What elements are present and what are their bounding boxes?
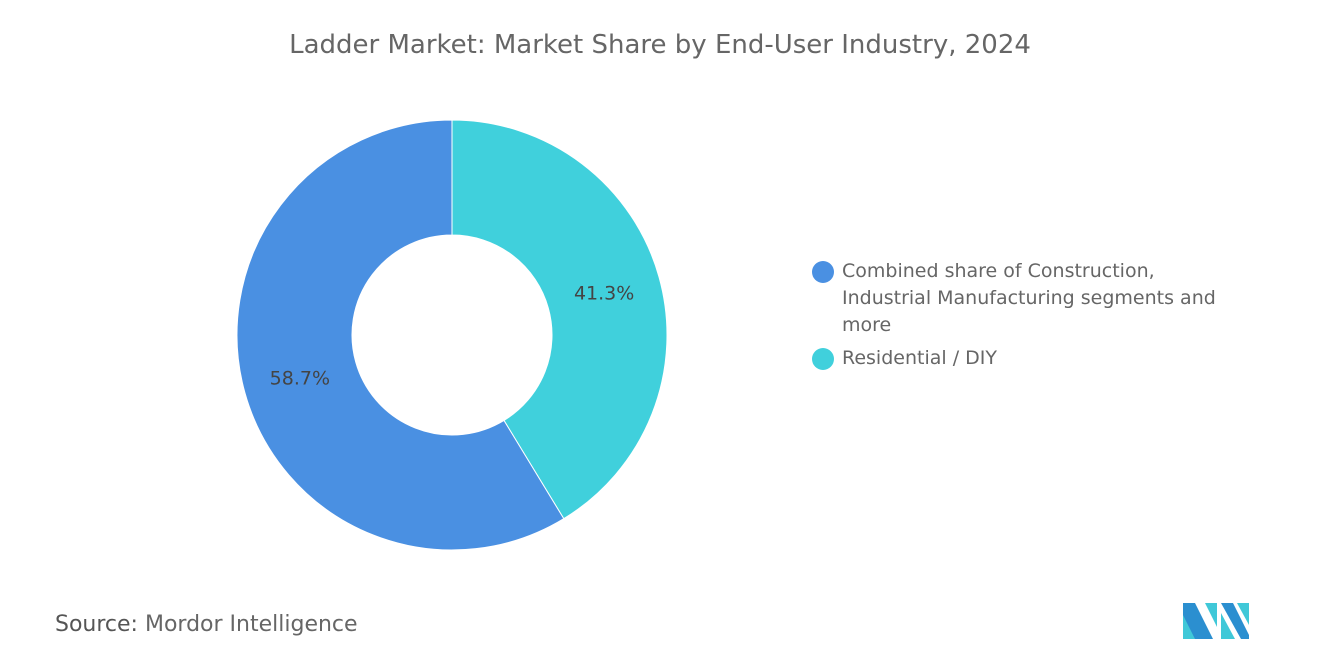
data-label: 58.7% [270, 368, 330, 390]
mordor-logo [1183, 603, 1249, 639]
legend: Combined share of Construction, Industri… [812, 258, 1232, 378]
legend-swatch [812, 261, 834, 283]
source-note: Source: Mordor Intelligence [55, 612, 358, 637]
chart-title: Ladder Market: Market Share by End-User … [289, 30, 1031, 60]
legend-item-residential: Residential / DIY [812, 345, 1232, 372]
data-label: 41.3% [574, 282, 634, 304]
legend-label: Combined share of Construction, Industri… [842, 260, 1216, 336]
donut-slice [451, 119, 668, 520]
donut-slice [236, 119, 565, 551]
source-label: Source: [55, 612, 138, 637]
source-text: Mordor Intelligence [144, 612, 358, 637]
legend-swatch [812, 348, 834, 370]
legend-label: Residential / DIY [842, 347, 997, 369]
legend-item-construction: Combined share of Construction, Industri… [812, 258, 1232, 339]
